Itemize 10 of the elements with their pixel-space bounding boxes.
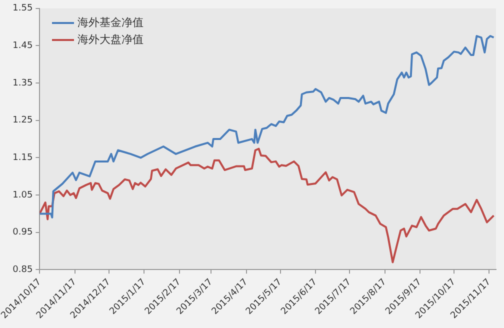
y-tick-label: 1.15	[12, 153, 33, 164]
y-tick-label: 1.25	[12, 116, 33, 126]
y-tick-label: 0.95	[12, 228, 33, 238]
y-tick-label: 1.45	[12, 41, 33, 52]
y-tick-label: 0.85	[12, 265, 33, 276]
y-tick-label: 1.35	[12, 78, 33, 88]
y-tick-label: 1.55	[12, 4, 33, 14]
legend-label: 海外基金净值	[78, 15, 144, 30]
y-tick-label: 1.05	[12, 190, 33, 200]
legend-label: 海外大盘净值	[78, 32, 144, 48]
